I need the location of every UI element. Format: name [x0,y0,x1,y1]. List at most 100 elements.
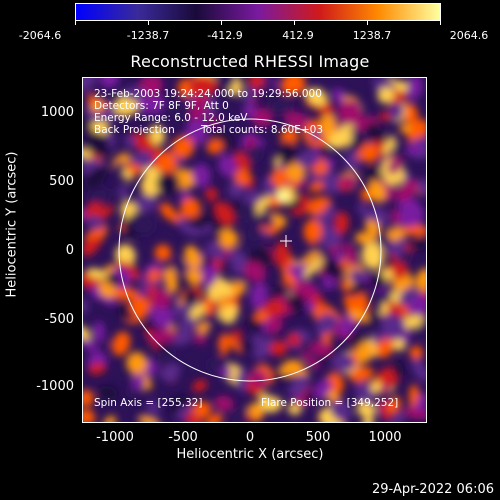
emission-blob [244,225,263,245]
emission-blob [91,119,110,136]
emission-blob [88,363,106,375]
emission-blob [159,202,177,221]
emission-hotspot [196,323,210,333]
x-tick-label: -1000 [96,430,134,445]
emission-blob [132,372,144,391]
colorbar-tick-label: 2064.6 [449,29,489,42]
emission-blob [192,163,211,188]
emission-blob [170,258,188,276]
info-energy-range: Energy Range: 6.0 - 12.0 keV [94,112,248,124]
emission-blob [154,244,172,262]
emission-blob [186,268,203,285]
emission-blob [356,342,374,363]
emission-blob [370,382,382,394]
emission-blob [346,281,369,297]
emission-blob [287,332,301,347]
emission-blob [117,185,129,198]
emission-blob [172,136,195,159]
y-tick-label: -500 [44,312,74,327]
emission-blob [303,257,324,278]
emission-blob [343,242,359,268]
emission-blob [349,269,366,284]
emission-blob [232,272,252,285]
emission-blob [184,245,202,269]
emission-blob [88,187,110,207]
emission-blob [219,333,230,356]
emission-blob [148,268,161,283]
emission-blob [309,341,333,356]
emission-blob [343,152,361,170]
emission-blob [361,242,385,270]
emission-blob [204,187,218,201]
info-detectors: Detectors: 7F 8F 9F, Att 0 [94,100,229,112]
emission-blob [124,135,137,148]
emission-blob [99,78,119,88]
emission-blob [87,214,104,231]
flare-position-cross-icon [280,235,292,247]
emission-blob [228,335,243,354]
info-total-counts: Total counts: 8.60E+03 [201,124,324,136]
emission-blob [250,291,267,309]
emission-blob [377,87,395,104]
colorbar-tick-label: -1238.7 [126,29,170,42]
emission-blobs [83,78,426,422]
emission-blob [415,268,426,292]
emission-blob [137,96,153,114]
emission-blob [269,340,288,357]
emission-blob [300,251,321,265]
colorbar-tickmark [294,21,295,25]
emission-blob [406,142,423,156]
emission-blob [185,413,204,422]
emission-blob [86,131,110,158]
plot-datestamp: 29-Apr-2022 06:06 [372,482,494,497]
emission-blob [126,352,148,375]
emission-blob [176,218,202,237]
emission-blob [192,379,208,392]
emission-blob [286,295,302,310]
colorbar-tick-label: 412.9 [282,29,314,42]
x-tick-label: 0 [245,430,255,445]
info-time-range: 23-Feb-2003 19:24:24.000 to 19:29:56.000 [94,88,322,100]
emission-blob [178,316,197,332]
emission-blob [287,403,301,416]
emission-blob [379,399,390,422]
emission-blob [407,78,423,99]
emission-blob [232,329,242,342]
emission-blob [402,224,426,237]
emission-blob [115,159,125,178]
emission-blob [388,411,406,422]
emission-blob [329,400,352,422]
x-axis-label: Heliocentric X (arcsec) [176,447,324,462]
emission-blob [98,385,118,400]
emission-blob [415,393,426,413]
emission-blob [150,328,177,344]
emission-blob [218,229,239,248]
emission-blob [266,397,276,409]
emission-blob [215,201,235,227]
emission-blob [92,109,118,122]
emission-blob [348,309,370,322]
emission-blob [83,298,89,314]
emission-blob [270,169,289,188]
emission-blob [175,404,193,421]
emission-blob [111,331,131,356]
colorbar-tickmark [221,21,222,25]
emission-blob [85,165,108,189]
colorbar-tick-label: 1238.7 [352,29,392,42]
emission-blob [303,219,323,244]
emission-blob [394,80,410,92]
emission-blob [250,369,268,388]
emission-blob [383,135,396,156]
emission-blob [242,104,257,118]
emission-blob [315,314,338,335]
emission-blob [264,78,274,100]
emission-hotspot [230,282,246,294]
colorbar-tickmark [440,21,441,25]
emission-blob [280,78,302,95]
info-flare-position: Flare Position = [349,252] [261,397,399,409]
emission-blob [392,338,406,351]
emission-blob [310,129,323,140]
emission-blob [207,201,217,214]
emission-blob [83,238,99,257]
x-tick-label: 500 [305,430,331,445]
